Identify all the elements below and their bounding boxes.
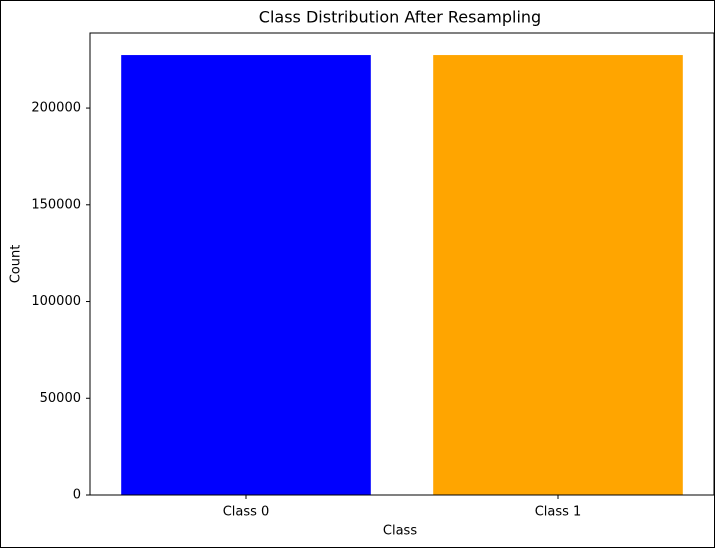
bar xyxy=(121,55,371,496)
y-tick-label: 0 xyxy=(73,488,81,503)
x-tick-label: Class 0 xyxy=(223,505,270,520)
x-axis-label: Class xyxy=(383,524,417,539)
chart-title: Class Distribution After Resampling xyxy=(259,8,541,27)
axes-frame xyxy=(89,32,715,496)
x-tick-label: Class 1 xyxy=(535,505,582,520)
y-tick-label: 150000 xyxy=(31,197,81,212)
y-tick-label: 200000 xyxy=(31,101,81,116)
bar xyxy=(433,55,683,496)
y-axis-label: Count xyxy=(9,245,24,284)
y-tick-label: 50000 xyxy=(40,391,81,406)
y-tick-label: 100000 xyxy=(31,294,81,309)
